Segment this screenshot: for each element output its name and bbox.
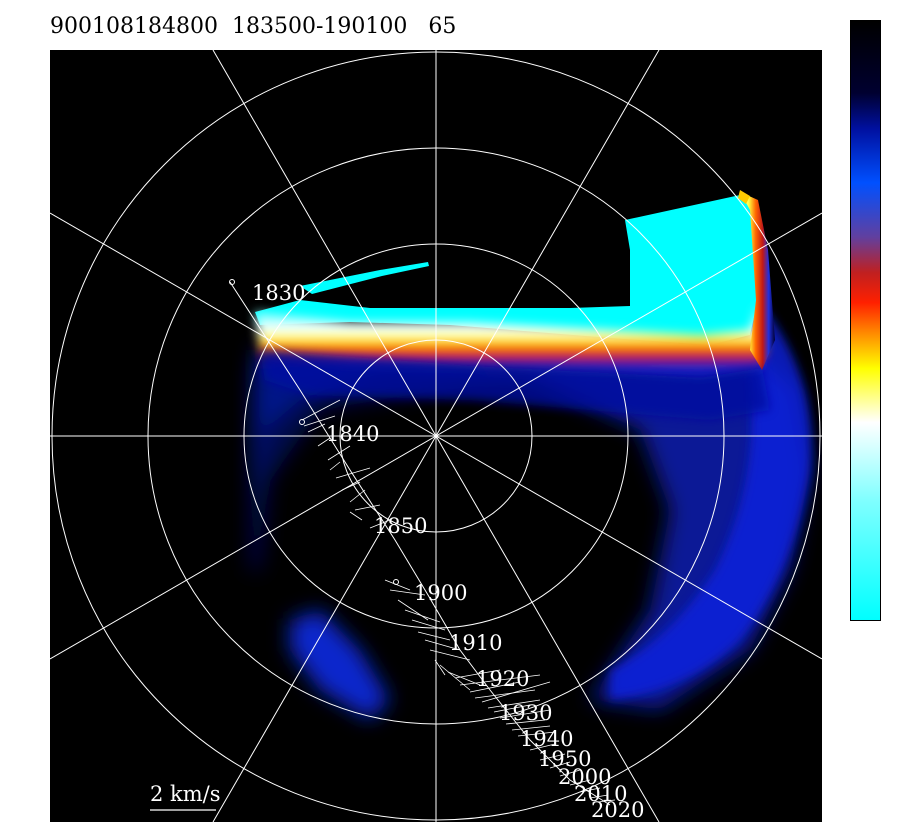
colorbar [850, 20, 881, 621]
plot-header: 900108184800 183500-190100 65 [50, 14, 456, 39]
track-label-1850: 1850 [374, 514, 427, 538]
echo-haze [250, 350, 810, 720]
track-label-1900: 1900 [414, 581, 467, 605]
header-id: 900108184800 [50, 14, 218, 39]
header-time-range: 183500-190100 [231, 14, 408, 39]
track-label-2010: 2010 [574, 782, 627, 806]
header-value: 65 [428, 14, 457, 39]
scale-bar: 2 km/s [150, 782, 221, 811]
wind-barbs [301, 399, 616, 803]
track-label-1940: 1940 [520, 727, 573, 751]
track-label-1910: 1910 [449, 631, 502, 655]
scale-label: 2 km/s [150, 782, 221, 806]
track-label-1930: 1930 [499, 701, 552, 725]
polar-plot: 1830 1840 1850 1900 1910 1920 1930 1940 … [50, 50, 822, 822]
track-label-1840: 1840 [326, 422, 379, 446]
echo-cyan-tip [300, 262, 429, 294]
track-label-1830: 1830 [252, 281, 305, 305]
track-label-1950: 1950 [538, 747, 591, 771]
echo-cyan-region [255, 195, 758, 345]
track-label-1920: 1920 [476, 667, 529, 691]
track-line [229, 279, 616, 806]
polar-grid [50, 50, 822, 822]
grid-spoke-120 [50, 212, 822, 660]
track-label-2020: 2020 [591, 798, 644, 822]
track-label-2000: 2000 [558, 765, 611, 789]
echo-right-edge [740, 192, 775, 370]
